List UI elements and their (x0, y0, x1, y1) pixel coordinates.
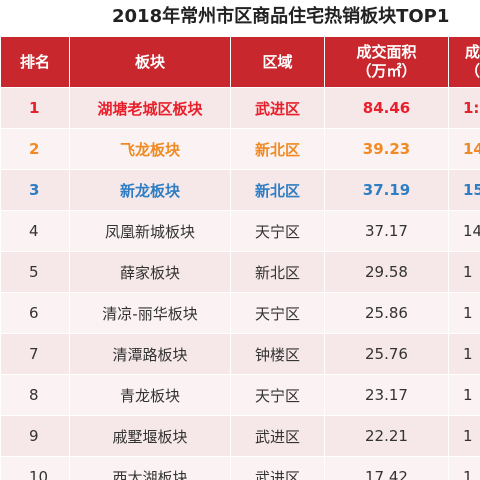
area-cell: 25.86 (324, 292, 449, 334)
district-cell: 武进区 (230, 87, 325, 129)
district-cell: 新北区 (230, 128, 325, 170)
block-cell: 戚墅堰板块 (69, 415, 231, 457)
rank-cell: 4 (0, 210, 70, 252)
header-area: 成交面积 （万㎡） (324, 36, 449, 88)
block-cell: 湖塘老城区板块 (69, 87, 231, 129)
block-cell: 青龙板块 (69, 374, 231, 416)
area-cell: 29.58 (324, 251, 449, 293)
area-cell: 22.21 (324, 415, 449, 457)
header-area-line1: 成交面积 (356, 43, 417, 61)
col5-cell: 1: (448, 87, 480, 129)
table-row: 6 清凉-丽华板块 天宁区 25.86 1 (0, 292, 480, 334)
district-cell: 武进区 (230, 415, 325, 457)
col5-cell: 1 (448, 292, 480, 334)
rank-cell: 6 (0, 292, 70, 334)
rank-cell: 1 (0, 87, 70, 129)
header-area-line2: （万㎡） (356, 62, 417, 80)
table-row: 9 戚墅堰板块 武进区 22.21 1 (0, 415, 480, 457)
rank-cell: 10 (0, 456, 70, 480)
ranking-table: 排名 板块 区域 成交面积 （万㎡） 成交 （元 1湖塘老城区板块武进区84.4… (0, 36, 480, 480)
table-row: 10 西太湖板块 武进区 17.42 1 (0, 456, 480, 480)
district-cell: 天宁区 (230, 374, 325, 416)
rank-cell: 3 (0, 169, 70, 211)
district-cell: 钟楼区 (230, 333, 325, 375)
col5-cell: 1 (448, 374, 480, 416)
table-row: 7 清潭路板块 钟楼区 25.76 1 (0, 333, 480, 375)
col5-cell: 1 (448, 456, 480, 480)
area-cell: 37.17 (324, 210, 449, 252)
block-cell: 西太湖板块 (69, 456, 231, 480)
col5-cell: 15 (448, 169, 480, 211)
table-title: 2018年常州市区商品住宅热销板块TOP1 (112, 6, 450, 27)
area-cell: 37.19 (324, 169, 449, 211)
district-cell: 天宁区 (230, 210, 325, 252)
district-cell: 武进区 (230, 456, 325, 480)
rank-cell: 2 (0, 128, 70, 170)
header-col5-line2: （元 (465, 62, 480, 80)
block-cell: 薛家板块 (69, 251, 231, 293)
header-col5: 成交 （元 (448, 36, 480, 88)
table-row: 5 薛家板块 新北区 29.58 1 (0, 251, 480, 293)
col5-cell: 1 (448, 415, 480, 457)
col5-cell: 14 (448, 128, 480, 170)
header-rank: 排名 (0, 36, 70, 88)
table-body: 1湖塘老城区板块武进区84.461:2飞龙板块新北区39.23143新龙板块新北… (0, 87, 480, 480)
header-row: 排名 板块 区域 成交面积 （万㎡） 成交 （元 (0, 36, 480, 88)
rank-cell: 5 (0, 251, 70, 293)
area-cell: 39.23 (324, 128, 449, 170)
table-row: 1 湖塘老城区板块 武进区 84.46 1: (0, 87, 480, 129)
table-row: 8 青龙板块 天宁区 23.17 1 (0, 374, 480, 416)
block-cell: 凤凰新城板块 (69, 210, 231, 252)
rank-cell: 7 (0, 333, 70, 375)
rank-cell: 9 (0, 415, 70, 457)
block-cell: 新龙板块 (69, 169, 231, 211)
col5-cell: 14 (448, 210, 480, 252)
area-cell: 23.17 (324, 374, 449, 416)
col5-cell: 1 (448, 333, 480, 375)
district-cell: 新北区 (230, 169, 325, 211)
block-cell: 清凉-丽华板块 (69, 292, 231, 334)
area-cell: 25.76 (324, 333, 449, 375)
col5-cell: 1 (448, 251, 480, 293)
header-block: 板块 (69, 36, 231, 88)
rank-cell: 8 (0, 374, 70, 416)
area-cell: 17.42 (324, 456, 449, 480)
district-cell: 新北区 (230, 251, 325, 293)
block-cell: 清潭路板块 (69, 333, 231, 375)
block-cell: 飞龙板块 (69, 128, 231, 170)
area-cell: 84.46 (324, 87, 449, 129)
header-col5-line1: 成交 (465, 43, 480, 61)
district-cell: 天宁区 (230, 292, 325, 334)
header-district: 区域 (230, 36, 325, 88)
